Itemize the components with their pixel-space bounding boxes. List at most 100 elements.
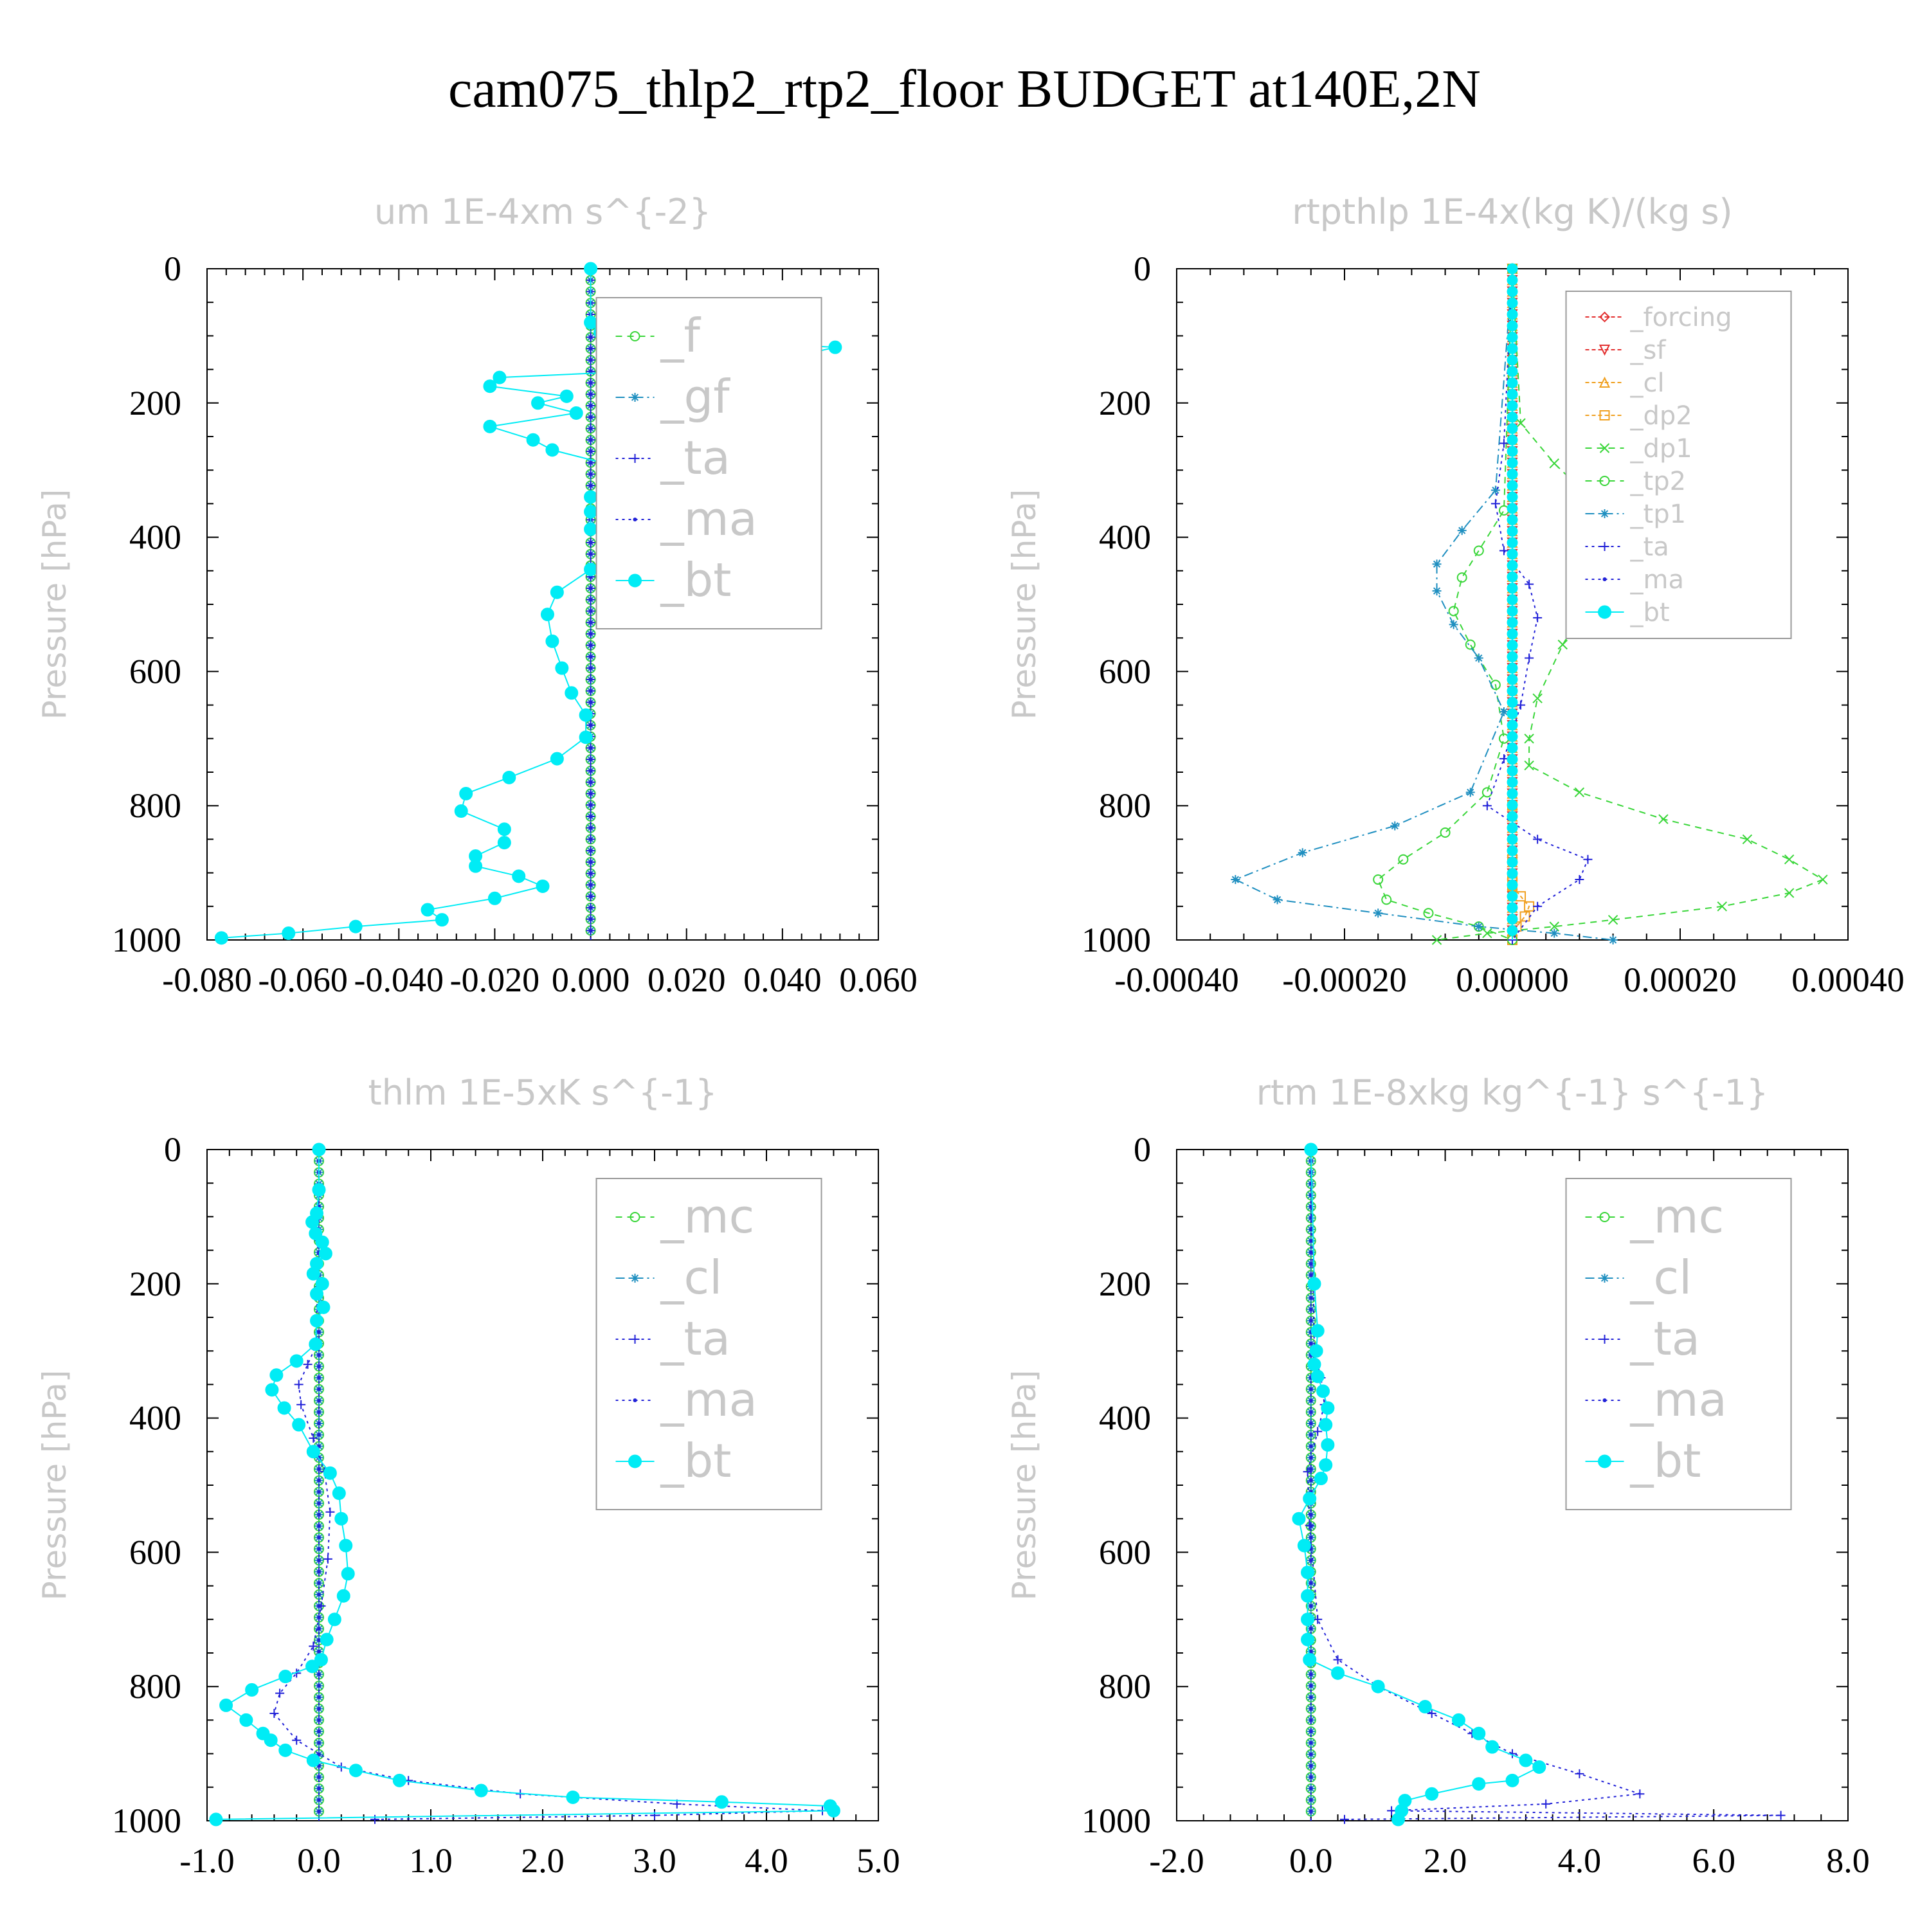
legend-label: _ma bbox=[660, 492, 757, 546]
x-tick-label: 0.040 bbox=[743, 961, 822, 999]
legend-label: _f bbox=[660, 309, 702, 363]
star-point bbox=[1474, 922, 1483, 932]
bt-point bbox=[327, 1612, 341, 1627]
dot-point bbox=[588, 677, 593, 682]
dot-point bbox=[588, 403, 593, 408]
x-tick-label: -0.020 bbox=[450, 961, 539, 999]
dot-point bbox=[588, 655, 593, 659]
dot-point bbox=[1309, 1341, 1313, 1346]
legend-entry: _ta bbox=[615, 431, 730, 485]
x-tick-label: 0.000 bbox=[552, 961, 630, 999]
plus-point bbox=[650, 1810, 659, 1820]
panel-2: rtpthlp 1E-4x(kg K)/(kg s) Pressure [hPa]… bbox=[1006, 192, 1905, 999]
dot-point bbox=[1309, 1512, 1313, 1517]
x-tick-label: 0.020 bbox=[648, 961, 726, 999]
dot-point bbox=[1309, 1603, 1313, 1608]
plus-point bbox=[370, 1814, 379, 1824]
dot-point bbox=[317, 1524, 321, 1528]
bt-point bbox=[483, 379, 497, 393]
dot-point bbox=[1309, 1467, 1313, 1471]
bt-point bbox=[1507, 559, 1518, 571]
bt-point bbox=[318, 1247, 332, 1261]
dot-point bbox=[317, 1558, 321, 1562]
circle-point bbox=[1465, 639, 1476, 650]
x-point bbox=[1524, 760, 1534, 771]
bt-point bbox=[1507, 446, 1518, 457]
plus-point bbox=[1575, 875, 1584, 885]
bt-point bbox=[1507, 377, 1518, 388]
bt-point bbox=[282, 926, 296, 941]
dot-point bbox=[1309, 1319, 1313, 1323]
bt-point bbox=[1314, 1472, 1328, 1486]
legend-entry: _mc bbox=[615, 1189, 754, 1243]
x-tick-label: 1.0 bbox=[409, 1841, 453, 1880]
bt-point bbox=[1425, 1787, 1439, 1801]
dot-point bbox=[1309, 1444, 1313, 1449]
dot-point bbox=[588, 700, 593, 705]
dot-point bbox=[1309, 1581, 1313, 1585]
bt-point bbox=[565, 686, 579, 700]
dot-point bbox=[588, 826, 593, 830]
x-tick-label: 0.0 bbox=[297, 1841, 341, 1880]
series-bt bbox=[209, 1142, 840, 1827]
bt-point bbox=[1319, 1418, 1333, 1432]
dot-point bbox=[588, 335, 593, 339]
plus-point bbox=[1340, 1814, 1349, 1824]
y-tick-label: 800 bbox=[1099, 1667, 1151, 1706]
bt-point bbox=[1507, 833, 1518, 845]
circle-point bbox=[1473, 545, 1484, 556]
bt-point bbox=[323, 1466, 337, 1480]
bt-point bbox=[1507, 696, 1518, 708]
dot-point bbox=[1309, 1398, 1313, 1403]
legend-entry: _mc bbox=[1585, 1189, 1724, 1243]
dot-point bbox=[317, 1421, 321, 1425]
bt-point bbox=[487, 891, 502, 905]
dot-point bbox=[588, 369, 593, 374]
bt-point bbox=[584, 505, 598, 519]
bt-point bbox=[559, 389, 574, 403]
x-point bbox=[1549, 921, 1559, 932]
dot-point bbox=[1309, 1752, 1313, 1756]
dot-point bbox=[1309, 1250, 1313, 1254]
x-tick-label: 8.0 bbox=[1826, 1841, 1870, 1880]
x-tick-label: 3.0 bbox=[633, 1841, 676, 1880]
bt-point bbox=[1301, 1566, 1315, 1580]
bt-point bbox=[245, 1683, 259, 1697]
legend-label: _ma bbox=[660, 1373, 757, 1427]
plus-point bbox=[275, 1688, 285, 1698]
circle-point bbox=[1381, 894, 1392, 905]
legend-label: _bt bbox=[1630, 598, 1670, 627]
plus-point bbox=[303, 1360, 312, 1369]
bt-point bbox=[1507, 411, 1518, 423]
dot-point bbox=[588, 597, 593, 602]
x-tick-label: -0.00020 bbox=[1282, 961, 1406, 999]
dot-point bbox=[317, 1398, 321, 1403]
legend-entry: _sf bbox=[1585, 336, 1666, 365]
panel-3: thlm 1E-5xK s^{-1} Pressure [hPa] 0 200 400 6… bbox=[36, 1072, 900, 1880]
bt-point bbox=[1319, 1458, 1333, 1472]
bt-point bbox=[1507, 777, 1518, 788]
plus-point bbox=[1533, 835, 1543, 844]
bt-point bbox=[1507, 571, 1518, 582]
series-line bbox=[273, 1149, 823, 1820]
bt-point bbox=[305, 1215, 320, 1229]
bt-point bbox=[1507, 811, 1518, 822]
bt-point bbox=[219, 1698, 233, 1712]
dot-point bbox=[317, 1593, 321, 1597]
dot-point bbox=[588, 780, 593, 784]
plus-point bbox=[1313, 1614, 1323, 1624]
dot-point bbox=[1309, 1227, 1313, 1232]
bt-point bbox=[584, 522, 598, 536]
bt-point bbox=[555, 661, 569, 675]
x-point bbox=[1818, 874, 1828, 885]
legend: _mc _cl _ta _ma _bt bbox=[595, 1178, 822, 1510]
y-tick-label: 0 bbox=[1134, 249, 1151, 288]
dot-point bbox=[588, 689, 593, 693]
legend: _mc _cl _ta _ma _bt bbox=[1565, 1178, 1792, 1510]
legend-entry: _bt bbox=[1585, 598, 1670, 627]
bt-point bbox=[1507, 537, 1518, 548]
x-point bbox=[1557, 639, 1568, 650]
bt-point bbox=[1507, 719, 1518, 731]
bt-point bbox=[277, 1401, 291, 1415]
dot-point bbox=[1309, 1456, 1313, 1460]
